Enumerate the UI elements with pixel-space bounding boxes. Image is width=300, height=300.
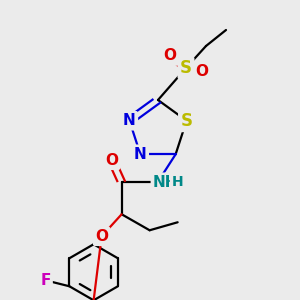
Text: H: H — [172, 175, 183, 189]
Text: O: O — [95, 229, 108, 244]
Text: S: S — [181, 112, 193, 130]
Text: NH: NH — [153, 175, 178, 190]
Text: S: S — [180, 59, 192, 77]
Text: O: O — [105, 153, 118, 168]
Text: F: F — [40, 273, 51, 288]
Text: N: N — [134, 147, 147, 162]
Text: N: N — [123, 113, 136, 128]
Text: O: O — [196, 64, 208, 80]
Text: O: O — [164, 49, 176, 64]
